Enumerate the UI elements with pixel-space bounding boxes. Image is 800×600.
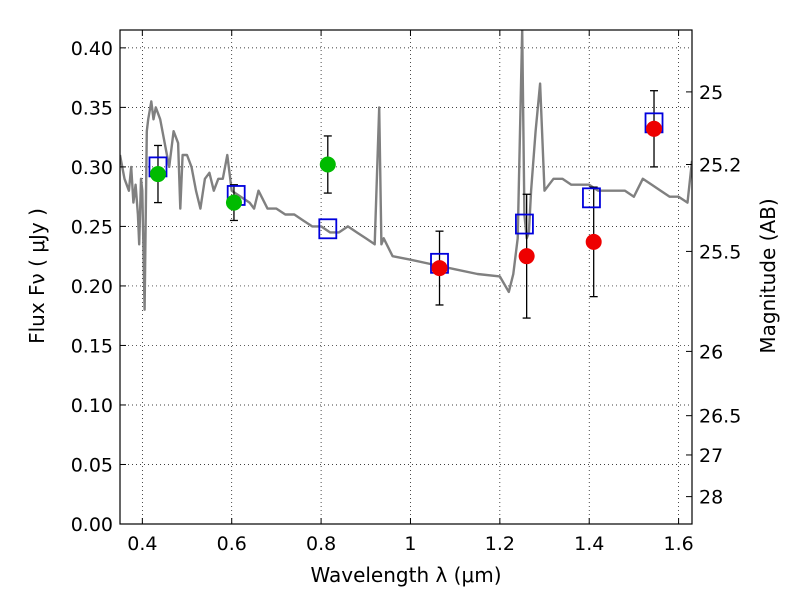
model-spectrum [120,30,692,311]
y2-tick-label: 25.5 [699,241,741,263]
x-tick-label: 0.4 [127,533,157,555]
red-point [518,248,535,265]
y-tick-label: 0.35 [71,97,113,119]
red-point [431,260,448,277]
data-points [149,120,663,277]
y-tick-label: 0.30 [71,157,113,179]
y-tick-label: 0.40 [71,38,113,60]
y-tick-label: 0.10 [71,395,113,417]
x-tick-label: 1 [404,533,416,555]
model-box [318,218,338,240]
y-tick-label: 0.05 [71,454,113,476]
model-box [515,213,534,235]
green-point [149,166,166,183]
y-tick-label: 0.15 [71,335,113,357]
model-boxes [148,112,664,274]
y2-axis-label: Magnitude (AB) [756,198,780,353]
y-tick-label: 0.25 [71,216,113,238]
y-axis-label: Flux Fν ( μJy ) [25,208,49,344]
y2-tick-label: 28 [699,487,723,509]
green-point [319,156,336,173]
green-point [225,194,242,211]
grid-lines [120,30,692,525]
x-tick-label: 1.6 [663,533,693,555]
x-axis-label: Wavelength λ (μm) [310,563,501,587]
red-point [646,120,663,137]
model-box [582,187,601,209]
x-tick-label: 0.6 [217,533,247,555]
y-tick-label: 0.20 [71,276,113,298]
plot-frame [119,29,693,525]
y2-tick-label: 25 [699,82,723,104]
model-spectrum-line [120,30,692,311]
x-tick-label: 1.4 [574,533,604,555]
y-tick-label: 0.00 [71,514,113,536]
x-tick-label: 0.8 [306,533,336,555]
y2-tick-label: 25.2 [699,155,741,177]
y2-tick-label: 26.5 [699,406,741,428]
axis-ticks: 0.4 0.6 0.8 1 1.2 1.4 1.6 0.00 0.05 0.10 0.15 0.20 0… [71,30,741,555]
y2-tick-label: 26 [699,341,723,363]
red-point [585,233,602,250]
y2-tick-label: 27 [699,445,723,467]
x-tick-label: 1.2 [485,533,515,555]
